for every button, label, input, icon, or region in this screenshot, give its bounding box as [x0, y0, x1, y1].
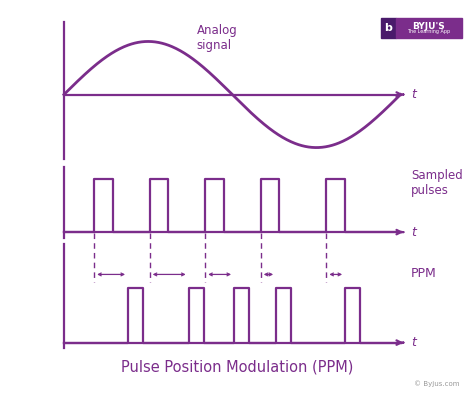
Text: The Learning App: The Learning App	[408, 29, 450, 34]
Text: PPM: PPM	[411, 267, 437, 280]
Text: © Byjus.com: © Byjus.com	[414, 380, 460, 387]
Text: BYJU'S: BYJU'S	[412, 22, 446, 31]
Text: t: t	[411, 226, 416, 239]
FancyBboxPatch shape	[396, 18, 462, 38]
Text: Pulse Position Modulation (PPM): Pulse Position Modulation (PPM)	[121, 360, 353, 375]
Text: Sampled
pulses: Sampled pulses	[411, 169, 463, 197]
FancyBboxPatch shape	[381, 18, 396, 38]
Text: t: t	[411, 336, 416, 349]
Text: t: t	[411, 88, 416, 101]
Text: Analog
signal: Analog signal	[197, 24, 237, 51]
Text: b: b	[384, 23, 392, 33]
